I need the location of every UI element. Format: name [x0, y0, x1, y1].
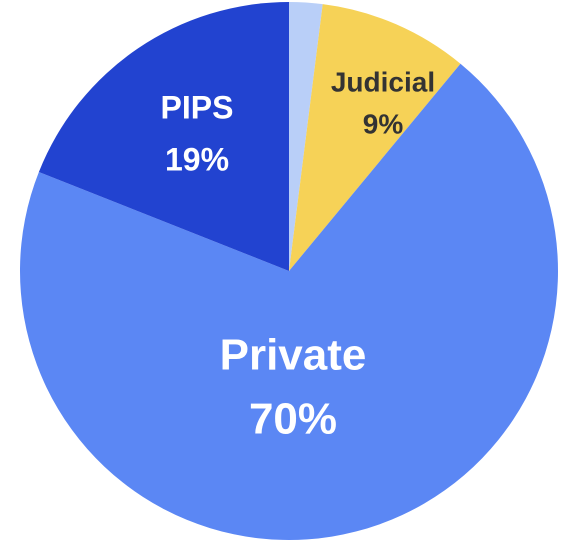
slice-label: Judicial	[331, 66, 435, 97]
pie-slice	[19, 63, 558, 541]
slice-value-label: 70%	[249, 395, 337, 444]
slice-value-label: 19%	[165, 141, 229, 177]
pie-slice	[289, 4, 461, 271]
pie-slice	[38, 2, 290, 271]
slice-label: Private	[220, 331, 367, 380]
slice-label: PIPS	[161, 89, 234, 125]
slice-value-label: 9%	[363, 108, 404, 139]
pie-slice	[289, 2, 323, 271]
